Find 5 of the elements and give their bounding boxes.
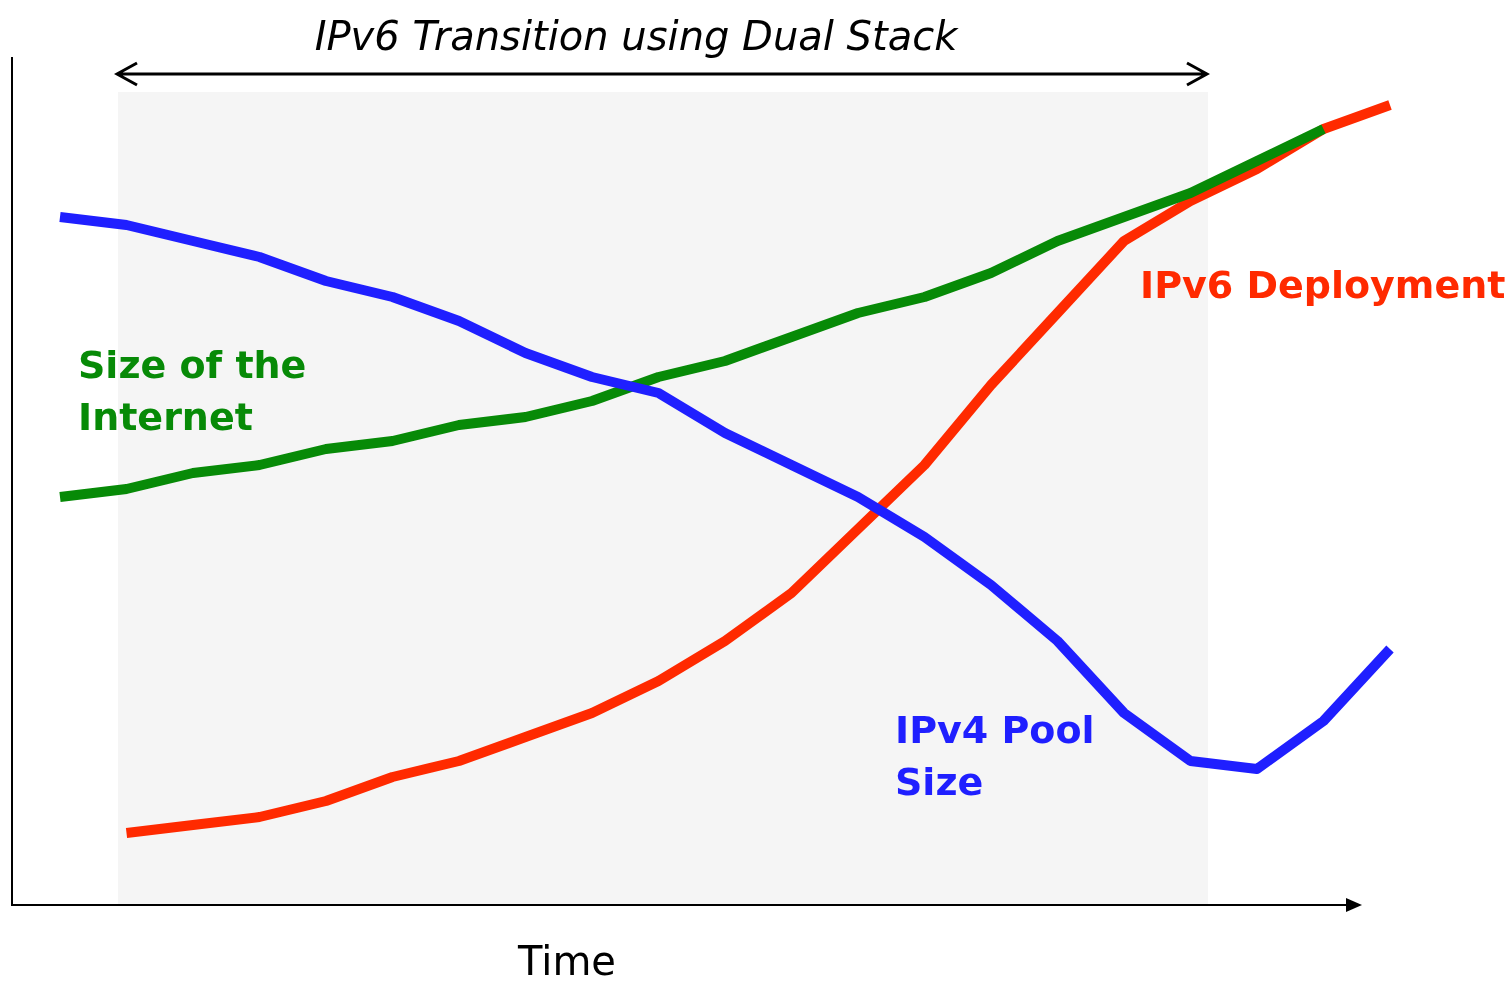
series-label: IPv4 Pool Size [895, 707, 1095, 804]
series-label: Size of the Internet [78, 342, 307, 439]
x-axis-title: Time [517, 938, 616, 985]
text: IPv6 Transition using Dual Stack [314, 13, 960, 59]
series-label: IPv6 Deployment [1140, 262, 1506, 307]
